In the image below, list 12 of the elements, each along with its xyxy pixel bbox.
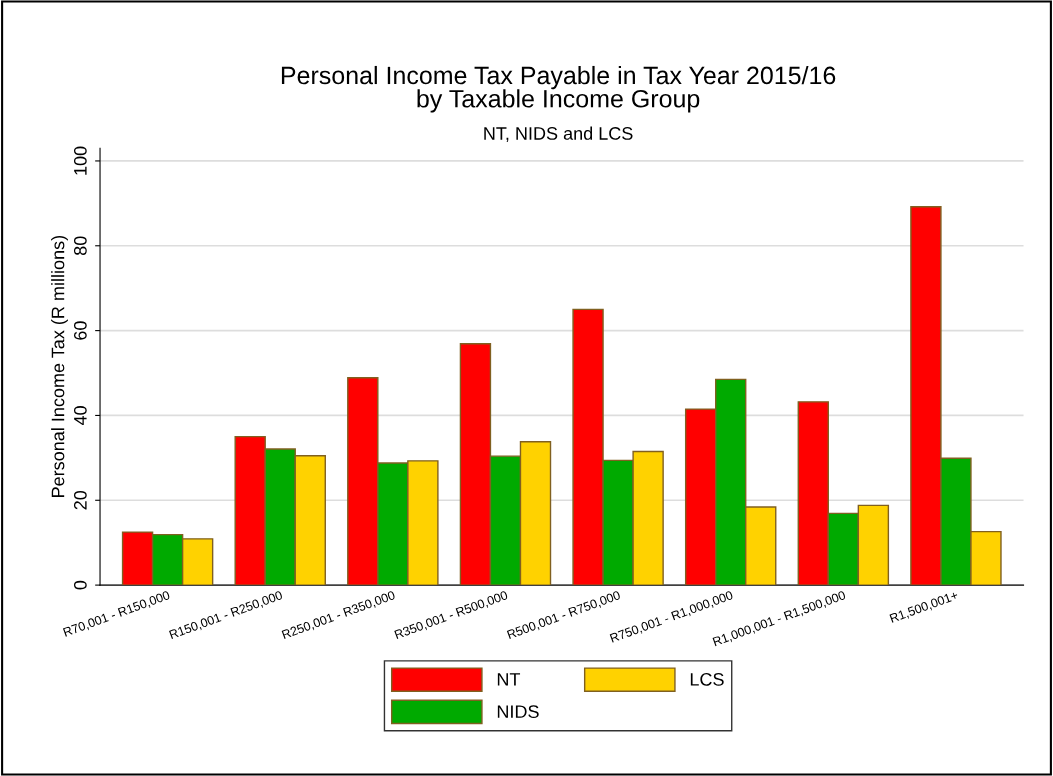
chart-title: Personal Income Tax Payable in Tax Year 2015/16 by Taxable Income Group	[281, 65, 836, 113]
legend-label: NIDS	[497, 705, 539, 719]
y-tick-label: 40	[73, 406, 87, 426]
y-tick-label: 80	[73, 236, 87, 256]
y-axis-title: Personal Income Tax (R millions)	[51, 235, 68, 497]
chart-subtitle: NT, NIDS and LCS	[484, 126, 633, 142]
legend-label: LCS	[690, 673, 724, 686]
y-tick-label: 20	[73, 490, 87, 510]
y-tick-label: 0	[73, 580, 87, 590]
legend-label: NT	[497, 673, 521, 686]
y-tick-label: 60	[73, 321, 87, 340]
y-tick-label: 100	[73, 146, 87, 175]
